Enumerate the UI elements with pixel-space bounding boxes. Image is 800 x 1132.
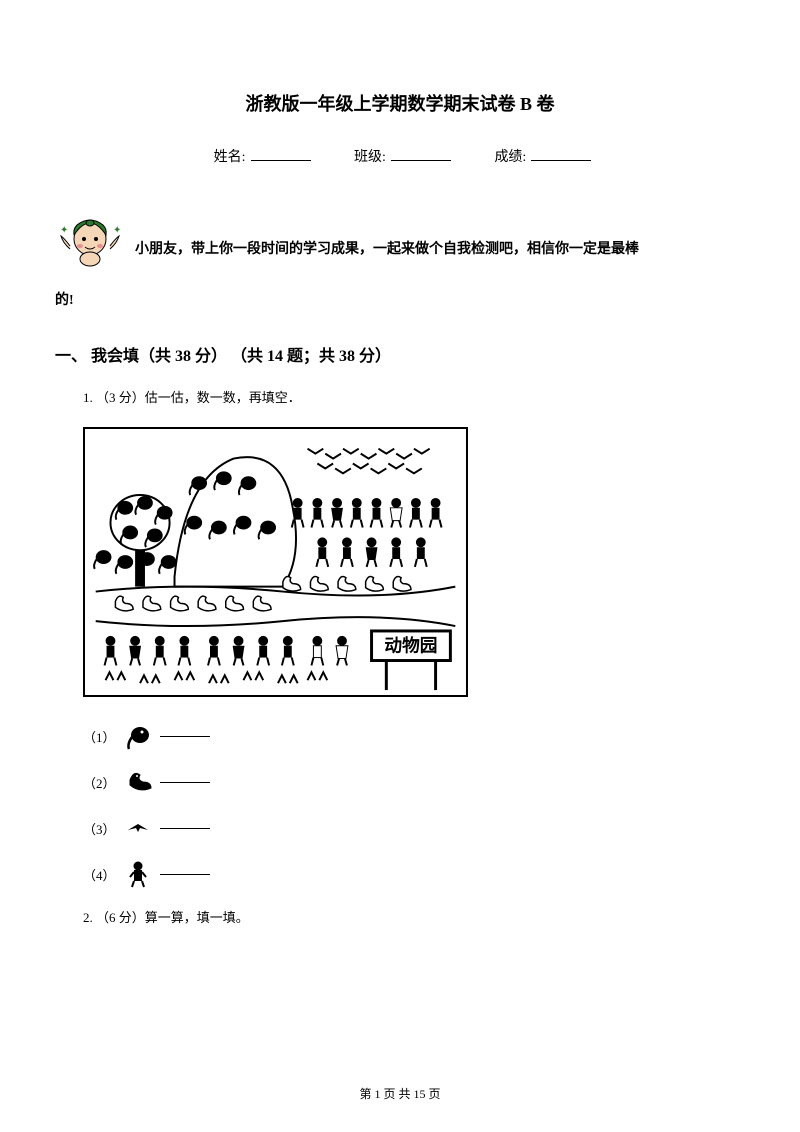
bird-icon: [124, 814, 152, 842]
elephant-icon: [124, 722, 152, 750]
grass-group: [106, 673, 328, 684]
answer-3-blank[interactable]: [160, 828, 210, 829]
answer-3-num: （3）: [83, 819, 116, 838]
student-info-row: 姓名: 班级: 成绩:: [55, 146, 745, 166]
question-2: 2. （6 分）算一算，填一填。: [83, 906, 745, 929]
answer-4: （4）: [83, 860, 745, 888]
answer-1: （1）: [83, 722, 745, 750]
swan-icon: [124, 768, 152, 796]
answer-1-num: （1）: [83, 727, 116, 746]
answer-4-blank[interactable]: [160, 874, 210, 875]
score-label: 成绩:: [494, 150, 526, 165]
answer-4-num: （4）: [83, 865, 116, 884]
page-title: 浙教版一年级上学期数学期末试卷 B 卷: [55, 90, 745, 116]
svg-text:✦: ✦: [60, 225, 68, 236]
name-blank[interactable]: [251, 160, 311, 161]
zoo-picture: 动物园: [83, 427, 468, 697]
intro-row: ✦ ✦ 小朋友，带上你一段时间的学习成果，一起来做个自我检测吧，相信你一定是最棒: [55, 201, 745, 271]
intro-text-1: 小朋友，带上你一段时间的学习成果，一起来做个自我检测吧，相信你一定是最棒: [125, 235, 639, 271]
svg-text:动物园: 动物园: [384, 635, 437, 656]
answer-1-blank[interactable]: [160, 736, 210, 737]
page-footer: 第 1 页 共 15 页: [0, 1085, 800, 1102]
children-row-2: [316, 538, 426, 568]
section-1-heading: 一、 我会填（共 38 分） （共 14 题；共 38 分）: [55, 342, 745, 366]
zoo-sign: 动物园: [372, 631, 451, 690]
class-blank[interactable]: [391, 160, 451, 161]
children-row-1: [292, 498, 442, 528]
class-label: 班级:: [354, 150, 386, 165]
answer-3: （3）: [83, 814, 745, 842]
answer-2-num: （2）: [83, 773, 116, 792]
answer-2: （2）: [83, 768, 745, 796]
svg-text:✦: ✦: [113, 225, 121, 236]
score-blank[interactable]: [531, 160, 591, 161]
mascot-icon: ✦ ✦: [55, 201, 125, 271]
children-row-3: [105, 636, 348, 666]
birds-group: [308, 449, 430, 474]
name-label: 姓名:: [214, 150, 246, 165]
intro-text-2: 的!: [55, 286, 745, 317]
question-1: 1. （3 分）估一估，数一数，再填空．: [83, 386, 745, 409]
answer-2-blank[interactable]: [160, 782, 210, 783]
child-icon: [124, 860, 152, 888]
